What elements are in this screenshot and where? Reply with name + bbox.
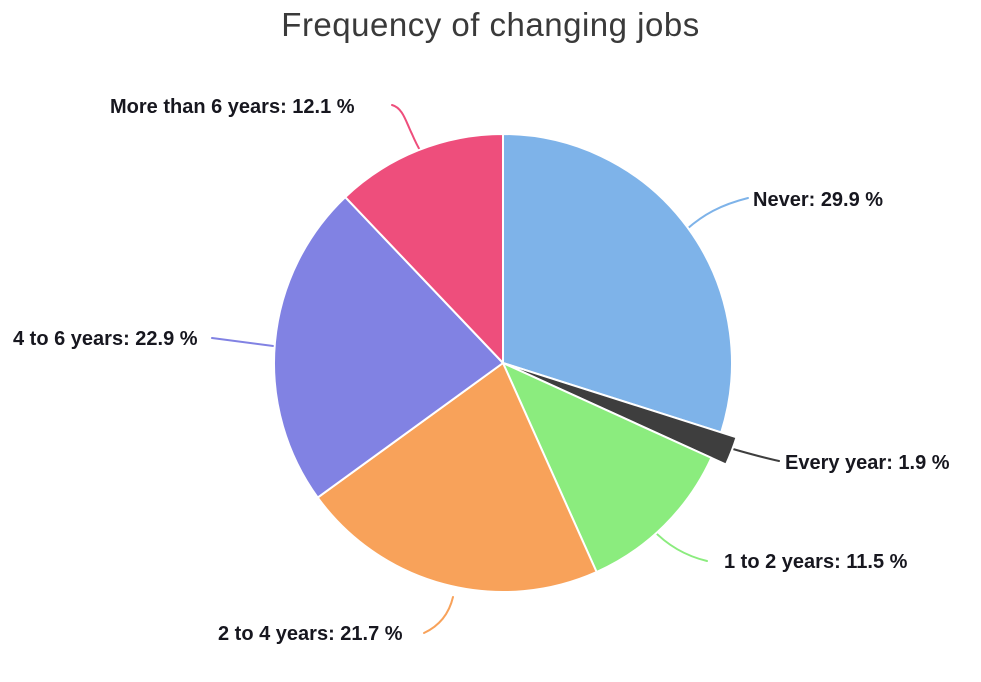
pie-slice-2-to-4-years[interactable] [316,362,598,593]
pie-slice-never[interactable] [502,133,733,434]
leader-line-never [686,197,749,230]
pie-slice-every-year[interactable] [502,362,738,466]
slice-label-2-to-4-years: 2 to 4 years: 21.7 % [218,623,403,645]
leader-line-more-than-6-years [391,104,422,153]
pie-slices [273,133,738,593]
chart-title: Frequency of changing jobs [281,6,700,43]
leader-line-1-to-2-years [651,528,708,562]
pie-slice-more-than-6-years[interactable] [344,133,504,364]
leader-line-4-to-6-years [211,337,282,348]
leader-line-2-to-4-years [423,596,454,634]
pie-slice-1-to-2-years[interactable] [502,362,713,573]
pie-slice-4-to-6-years[interactable] [273,196,504,499]
slice-label-1-to-2-years: 1 to 2 years: 11.5 % [724,551,908,573]
slice-label-more-than-6-years: More than 6 years: 12.1 % [110,96,355,118]
slice-label-every-year: Every year: 1.9 % [785,452,950,474]
slice-label-never: Never: 29.9 % [753,189,884,211]
slice-label-4-to-6-years: 4 to 6 years: 22.9 % [13,328,198,350]
